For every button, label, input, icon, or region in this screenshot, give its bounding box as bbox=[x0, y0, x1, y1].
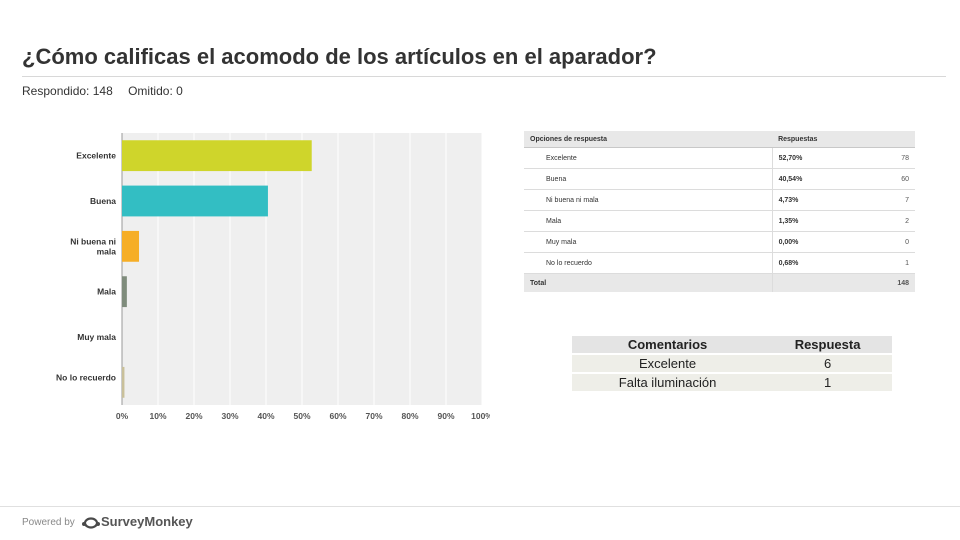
x-tick-label: 70% bbox=[365, 411, 382, 421]
comment-text: Excelente bbox=[572, 355, 764, 372]
y-category-label: Buena bbox=[90, 196, 116, 206]
page-title: ¿Cómo calificas el acomodo de los artícu… bbox=[22, 44, 657, 69]
x-tick-label: 0% bbox=[116, 411, 129, 421]
comment-text: Falta iluminación bbox=[572, 374, 764, 391]
responses-row: Ni buena ni mala 4,73% 7 bbox=[524, 189, 915, 211]
x-tick-label: 100% bbox=[471, 411, 490, 421]
monkey-icon bbox=[82, 517, 100, 529]
response-cell: 52,70% 78 bbox=[771, 147, 915, 169]
skipped-count: Omitido: 0 bbox=[128, 84, 183, 98]
responses-table: Opciones de respuesta Respuestas Excelen… bbox=[524, 131, 915, 292]
comment-row: Falta iluminación 1 bbox=[572, 374, 892, 391]
response-percent: 0,68% bbox=[778, 259, 799, 267]
header-response: Respuesta bbox=[763, 336, 892, 353]
comments-table: Comentarios Respuesta Excelente 6 Falta il… bbox=[572, 334, 892, 393]
title-divider bbox=[22, 76, 946, 77]
response-cell: 40,54% 60 bbox=[771, 168, 915, 190]
bar bbox=[122, 230, 140, 262]
bar bbox=[122, 185, 268, 217]
header-option: Opciones de respuesta bbox=[524, 131, 773, 148]
comment-response: 6 bbox=[763, 355, 892, 372]
x-tick-label: 30% bbox=[221, 411, 238, 421]
total-count: 148 bbox=[897, 279, 909, 287]
brand-name: SurveyMonkey bbox=[101, 514, 193, 530]
response-count: 2 bbox=[905, 217, 909, 225]
response-percent: 52,70% bbox=[778, 154, 803, 162]
response-meta: Respondido: 148 Omitido: 0 bbox=[22, 84, 195, 98]
bar bbox=[122, 276, 127, 308]
bar bbox=[122, 140, 312, 172]
total-label: Total bbox=[524, 273, 773, 292]
response-count: 78 bbox=[901, 154, 909, 162]
x-tick-label: 10% bbox=[149, 411, 166, 421]
answered-count: Respondido: 148 bbox=[22, 84, 113, 98]
response-count: 60 bbox=[901, 175, 909, 183]
y-category-label: No lo recuerdo bbox=[56, 372, 116, 382]
option-label: Buena bbox=[524, 168, 773, 190]
powered-by: Powered by bbox=[22, 517, 75, 528]
option-label: Muy mala bbox=[524, 231, 773, 253]
bar-chart: 0% 10% 20% 30% 40% 50% 60% 70% 80% 90% 100% Excelen… bbox=[56, 133, 490, 421]
responses-row: No lo recuerdo 0,68% 1 bbox=[524, 252, 915, 274]
response-percent: 40,54% bbox=[778, 175, 803, 183]
x-tick-label: 80% bbox=[401, 411, 418, 421]
footer-divider bbox=[0, 506, 960, 507]
option-label: Excelente bbox=[524, 147, 773, 169]
response-cell: 4,73% 7 bbox=[771, 189, 915, 211]
response-percent: 4,73% bbox=[778, 196, 799, 204]
x-tick-label: 50% bbox=[293, 411, 310, 421]
response-count: 7 bbox=[905, 196, 909, 204]
responses-row: Excelente 52,70% 78 bbox=[524, 147, 915, 169]
x-tick-label: 40% bbox=[257, 411, 274, 421]
bar bbox=[122, 366, 125, 398]
option-label: Ni buena ni mala bbox=[524, 189, 773, 211]
y-category-label: Ni buena ni mala bbox=[70, 236, 116, 256]
x-tick-label: 20% bbox=[185, 411, 202, 421]
surveymonkey-logo[interactable]: SurveyMonkey bbox=[82, 513, 193, 529]
y-category-label: Mala bbox=[97, 287, 116, 297]
response-count: 1 bbox=[905, 259, 909, 267]
option-label: Mala bbox=[524, 210, 773, 232]
response-cell: 0,68% 1 bbox=[771, 252, 915, 274]
header-responses: Respuestas bbox=[772, 131, 915, 148]
response-count: 0 bbox=[905, 238, 909, 246]
x-tick-label: 90% bbox=[437, 411, 454, 421]
responses-row: Mala 1,35% 2 bbox=[524, 210, 915, 232]
y-category-label: Excelente bbox=[76, 151, 116, 161]
responses-row: Muy mala 0,00% 0 bbox=[524, 231, 915, 253]
option-label: No lo recuerdo bbox=[524, 252, 773, 274]
y-category-label: Muy mala bbox=[77, 332, 116, 342]
comment-response: 1 bbox=[763, 374, 892, 391]
header-comment: Comentarios bbox=[572, 336, 764, 353]
response-cell: 0,00% 0 bbox=[771, 231, 915, 253]
responses-row: Buena 40,54% 60 bbox=[524, 168, 915, 190]
response-cell: 1,35% 2 bbox=[771, 210, 915, 232]
response-percent: 1,35% bbox=[778, 217, 799, 225]
x-tick-label: 60% bbox=[329, 411, 346, 421]
total-count-cell: 148 bbox=[771, 273, 915, 292]
comment-row: Excelente 6 bbox=[572, 355, 892, 372]
response-percent: 0,00% bbox=[778, 238, 799, 246]
